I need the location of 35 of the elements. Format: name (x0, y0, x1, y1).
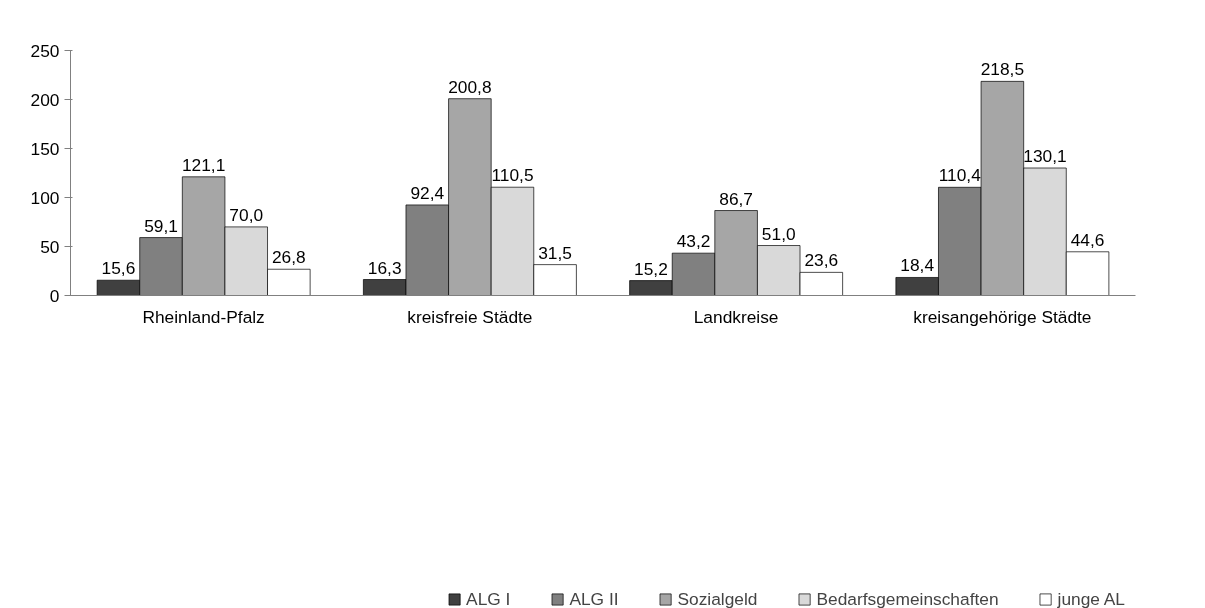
data-label: 51,0 (761, 223, 796, 244)
data-label: 218,5 (980, 59, 1025, 80)
data-label: 43,2 (676, 231, 711, 252)
y-tick-label: 0 (49, 285, 60, 306)
legend-label: Bedarfsgemeinschaften (816, 588, 999, 608)
data-label: 92,4 (410, 182, 445, 203)
legend-label: ALG II (569, 588, 619, 608)
data-label: 16,3 (367, 257, 402, 278)
legend-label: ALG I (466, 588, 511, 608)
y-tick-label: 250 (30, 40, 60, 61)
data-label: 70,0 (229, 204, 264, 225)
x-tick-label: kreisangehörige Städte (913, 306, 1092, 327)
data-label: 86,7 (719, 188, 753, 209)
legend-label: Sozialgeld (677, 588, 758, 608)
y-tick-label: 50 (40, 236, 60, 257)
data-label: 18,4 (900, 255, 935, 276)
data-label: 110,4 (938, 165, 982, 186)
data-label: 44,6 (1070, 229, 1105, 250)
data-label: 59,1 (144, 215, 178, 236)
x-tick-label: kreisfreie Städte (407, 306, 533, 327)
data-label: 15,2 (634, 258, 668, 279)
data-label: 200,8 (448, 76, 492, 97)
data-label: 130,1 (1023, 146, 1067, 166)
data-label: 15,6 (101, 258, 136, 279)
y-tick-label: 200 (30, 89, 60, 110)
data-label: 26,8 (271, 247, 306, 268)
data-label: 110,5 (491, 165, 534, 186)
data-label: 23,6 (804, 250, 839, 271)
y-tick-label: 150 (30, 138, 60, 159)
x-tick-label: Landkreise (693, 306, 779, 327)
legend-label: junge AL (1057, 588, 1125, 608)
y-tick-label: 100 (30, 187, 60, 208)
x-tick-label: Rheinland-Pfalz (142, 306, 265, 327)
data-label: 31,5 (538, 242, 572, 263)
data-label: 121,1 (181, 154, 226, 175)
